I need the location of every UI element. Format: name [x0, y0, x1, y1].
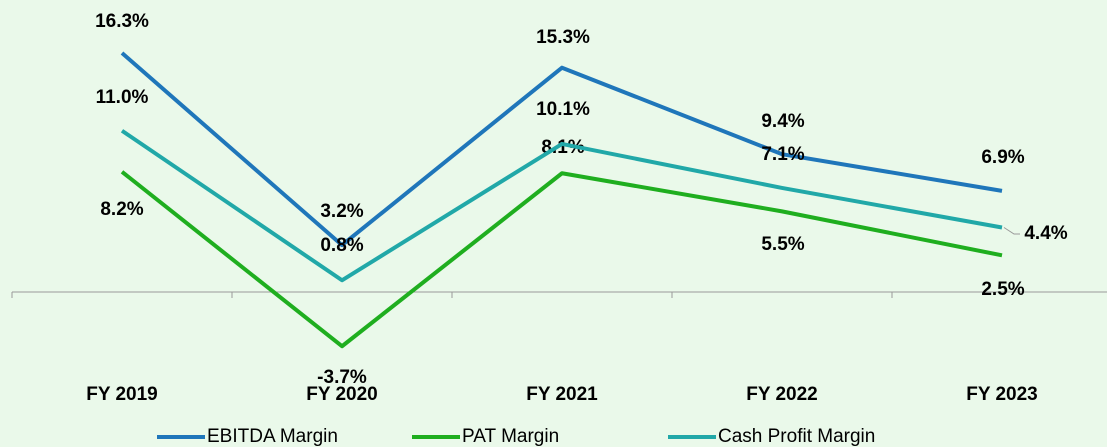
- legend-label: EBITDA Margin: [207, 426, 338, 447]
- data-label: 9.4%: [761, 111, 804, 132]
- series-line: [120, 51, 1003, 248]
- data-label: 7.1%: [761, 144, 804, 165]
- x-tick-label: FY 2020: [306, 384, 377, 405]
- legend-label: PAT Margin: [462, 426, 559, 447]
- data-label: 4.4%: [1024, 223, 1067, 244]
- series-line: [120, 170, 1003, 349]
- data-label: 8.1%: [541, 137, 584, 158]
- legend-label: Cash Profit Margin: [718, 426, 875, 447]
- data-label: 15.3%: [536, 27, 590, 48]
- series-line: [120, 129, 1003, 283]
- data-label: 0.8%: [320, 235, 363, 256]
- data-label: 3.2%: [320, 201, 363, 222]
- data-label: 11.0%: [96, 87, 149, 108]
- data-label: -3.7%: [317, 367, 367, 388]
- data-label: 5.5%: [761, 234, 804, 255]
- x-tick-label: FY 2022: [746, 384, 817, 405]
- leader-line: [1003, 227, 1020, 235]
- x-tick-label: FY 2021: [526, 384, 598, 405]
- x-tick-label: FY 2023: [966, 384, 1037, 405]
- data-label: 2.5%: [981, 279, 1024, 300]
- data-label: 8.2%: [100, 199, 143, 220]
- data-label: 6.9%: [981, 147, 1024, 168]
- data-label: 10.1%: [536, 99, 590, 120]
- data-label: 16.3%: [95, 11, 149, 32]
- x-tick-label: FY 2019: [86, 384, 157, 405]
